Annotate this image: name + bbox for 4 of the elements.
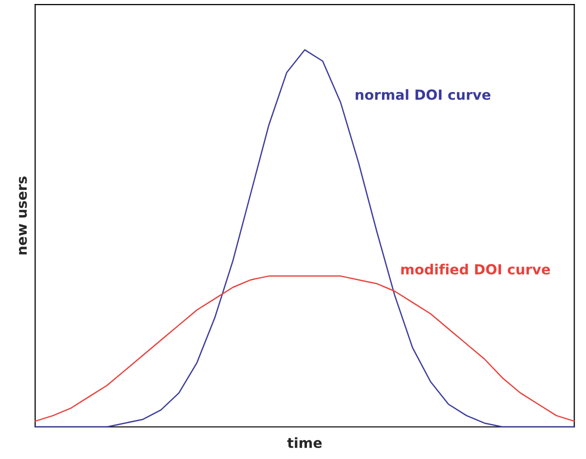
y-axis-title: new users [18, 176, 27, 254]
x-axis-title: time [287, 437, 322, 448]
series-label: normal DOI curve [356, 89, 490, 100]
series-label: modified DOI curve [401, 264, 550, 275]
